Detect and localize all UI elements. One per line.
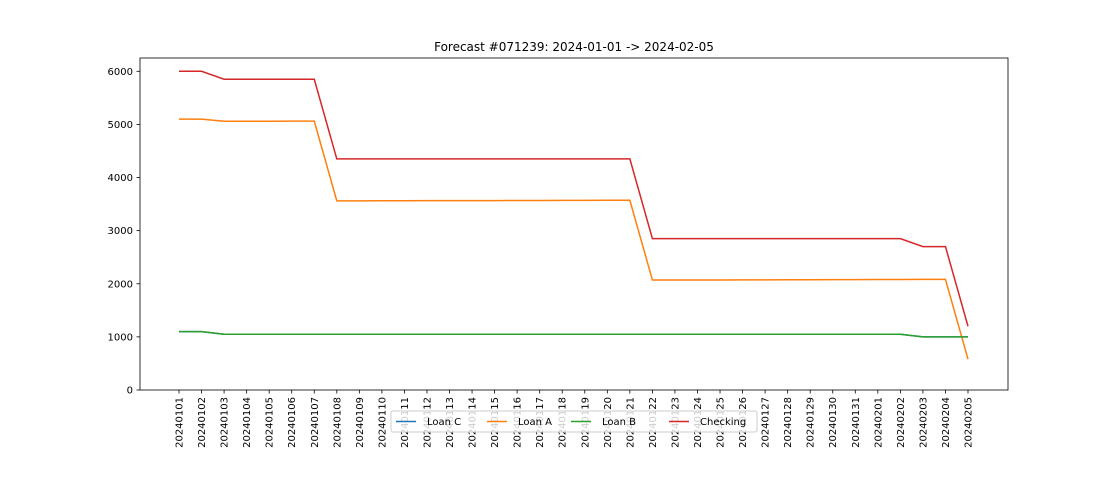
series-line-checking <box>179 70 969 327</box>
plot-lines <box>179 70 969 360</box>
y-tick-label: 1000 <box>108 332 133 343</box>
y-tick-label: 4000 <box>108 173 133 184</box>
legend-label: Checking <box>700 417 746 428</box>
series-line-loan-a <box>179 118 969 360</box>
y-tick-label: 3000 <box>108 226 133 237</box>
y-axis: 0 1000 2000 3000 4000 5000 6000 <box>108 67 140 397</box>
x-tick-label: 20240102 <box>197 397 208 448</box>
x-tick-label: 20240131 <box>851 397 862 448</box>
plot-area <box>139 57 1009 391</box>
series-line-loan-b <box>179 330 968 338</box>
x-tick-label: 20240103 <box>220 397 231 448</box>
x-tick-label: 20240205 <box>964 397 975 448</box>
x-tick-label: 20240110 <box>377 397 388 448</box>
x-tick-label: 20240202 <box>896 397 907 448</box>
legend-label: Loan B <box>602 417 636 428</box>
x-tick-label: 20240107 <box>310 397 321 448</box>
x-tick-label: 20240129 <box>806 397 817 448</box>
chart-title: Forecast #071239: 2024-01-01 -> 2024-02-… <box>434 40 714 54</box>
y-tick-label: 6000 <box>108 67 133 78</box>
x-tick-label: 20240109 <box>355 397 366 448</box>
legend-label: Loan A <box>518 417 552 428</box>
x-tick-label: 20240101 <box>175 397 186 448</box>
y-tick-label: 2000 <box>108 279 133 290</box>
y-tick-label: 0 <box>127 386 133 397</box>
legend-label: Loan C <box>427 417 461 428</box>
x-tick-label: 20240105 <box>265 397 276 448</box>
x-tick-label: 20240130 <box>828 397 839 448</box>
x-tick-label: 20240108 <box>332 397 343 448</box>
x-tick-label: 20240201 <box>873 397 884 448</box>
legend: Loan C Loan A Loan B Checking <box>390 410 758 433</box>
x-tick-label: 20240203 <box>918 397 929 448</box>
x-tick-label: 20240127 <box>761 397 772 448</box>
x-tick-label: 20240104 <box>242 397 253 448</box>
x-tick-label: 20240128 <box>783 397 794 448</box>
x-tick-label: 20240204 <box>941 397 952 448</box>
y-tick-label: 5000 <box>108 120 133 131</box>
x-tick-label: 20240106 <box>287 397 298 448</box>
